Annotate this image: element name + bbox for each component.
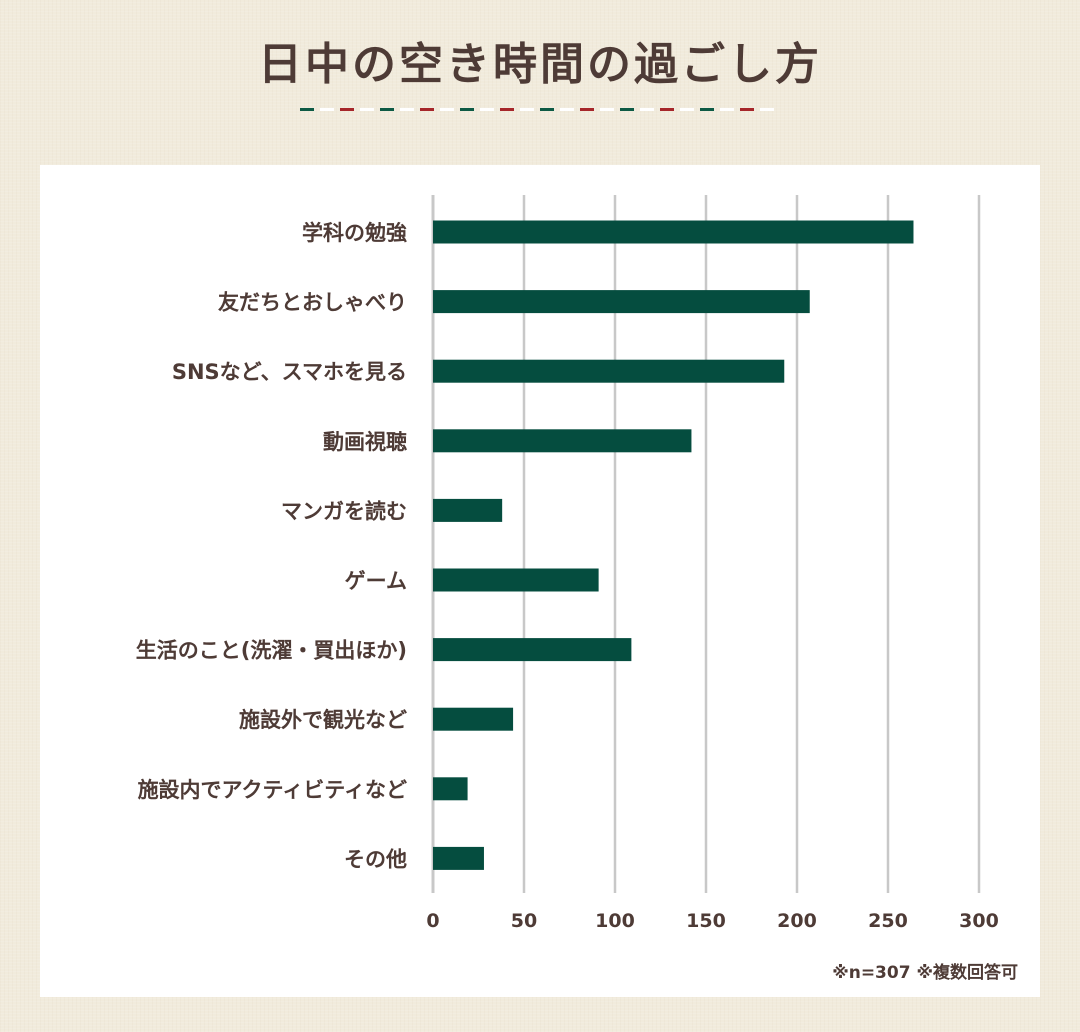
category-label: ゲーム <box>345 569 407 593</box>
deco-dash <box>580 108 594 111</box>
deco-dash <box>360 108 374 111</box>
deco-dash <box>700 108 714 111</box>
deco-dash <box>440 108 454 111</box>
bar <box>433 498 503 522</box>
deco-dash <box>640 108 654 111</box>
deco-dash <box>460 108 474 111</box>
chart-card: 学科の勉強友だちとおしゃべり SNSなど、スマホを見る動画視聴マンガを読むゲーム生… <box>40 165 1040 997</box>
category-label: マンガを読む <box>281 499 407 523</box>
x-tick-label: 200 <box>777 910 817 932</box>
deco-dash <box>740 108 754 111</box>
chart-title: 日中の空き時間の過ごし方 <box>258 39 822 90</box>
deco-dash <box>620 108 634 111</box>
category-label: 友だちとおしゃべり <box>218 291 407 315</box>
decorative-dashed-divider <box>300 108 774 111</box>
deco-dash <box>560 108 574 111</box>
bar <box>433 568 599 592</box>
bar <box>433 359 785 383</box>
deco-dash <box>300 108 314 111</box>
category-label: 学科の勉強 <box>302 221 407 245</box>
bar <box>433 707 514 731</box>
bar <box>433 220 914 244</box>
category-label: 動画視聴 <box>323 430 407 454</box>
category-label: 生活のこと(洗濯・買出ほか) <box>136 639 407 663</box>
deco-dash <box>600 108 614 111</box>
x-tick-label: 150 <box>686 910 726 932</box>
deco-dash <box>760 108 774 111</box>
bar <box>433 846 484 870</box>
deco-dash <box>320 108 334 111</box>
deco-dash <box>540 108 554 111</box>
x-tick-label: 50 <box>511 910 537 932</box>
bar <box>433 290 810 314</box>
deco-dash <box>420 108 434 111</box>
deco-dash <box>680 108 694 111</box>
deco-dash <box>720 108 734 111</box>
category-label: 施設内でアクティビティなど <box>138 778 407 802</box>
deco-dash <box>480 108 494 111</box>
deco-dash <box>520 108 534 111</box>
bar <box>433 429 692 453</box>
x-tick-label: 0 <box>426 910 439 932</box>
category-label: 施設外で観光など <box>239 708 407 732</box>
bar <box>433 638 632 662</box>
bar <box>433 777 468 801</box>
x-tick-label: 250 <box>868 910 908 932</box>
deco-dash <box>660 108 674 111</box>
deco-dash <box>500 108 514 111</box>
x-tick-label: 300 <box>959 910 999 932</box>
category-label: SNSなど、スマホを見る <box>172 360 407 384</box>
sample-note: ※n=307 ※複数回答可 <box>832 963 1018 983</box>
deco-dash <box>340 108 354 111</box>
deco-dash <box>380 108 394 111</box>
x-tick-label: 100 <box>595 910 635 932</box>
deco-dash <box>400 108 414 111</box>
category-label: その他 <box>344 847 407 871</box>
